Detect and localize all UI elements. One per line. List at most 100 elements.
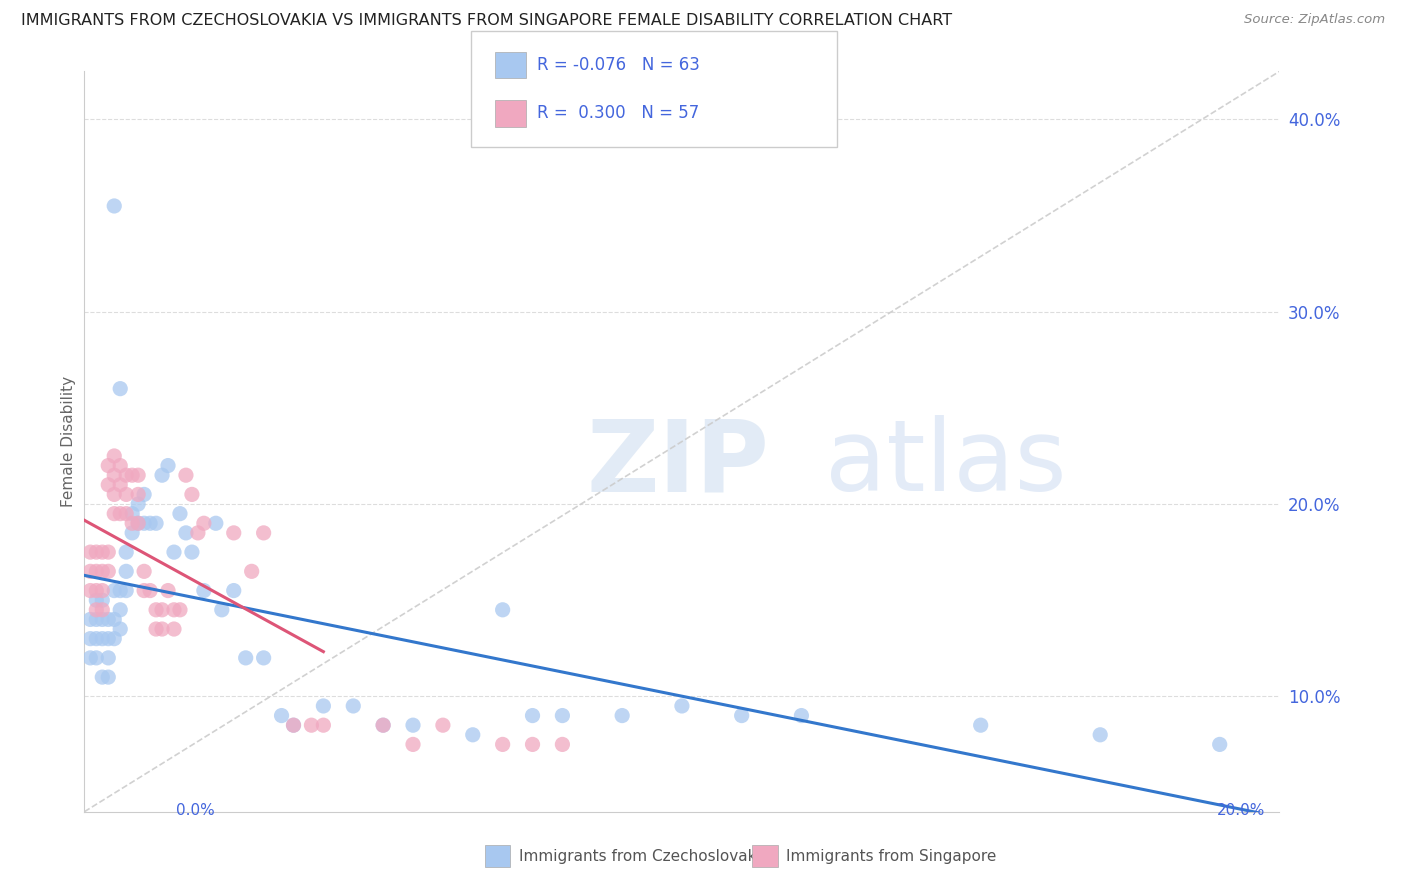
Point [145, 603, 167, 617]
Point [163, 545, 186, 559]
Point [97, 670, 120, 684]
Point [127, 516, 149, 531]
Text: R =  0.300   N = 57: R = 0.300 N = 57 [537, 104, 699, 122]
Point [115, 583, 138, 598]
Point [103, 199, 125, 213]
Point [91, 545, 114, 559]
Point [193, 583, 215, 598]
Point [110, 603, 132, 617]
Point [342, 698, 364, 713]
Point [110, 478, 132, 492]
Point [110, 458, 132, 473]
Point [253, 651, 276, 665]
Text: 20.0%: 20.0% [1218, 803, 1265, 818]
Point [115, 487, 138, 501]
Text: IMMIGRANTS FROM CZECHOSLOVAKIA VS IMMIGRANTS FROM SINGAPORE FEMALE DISABILITY CO: IMMIGRANTS FROM CZECHOSLOVAKIA VS IMMIGR… [21, 13, 952, 29]
Point [97, 545, 120, 559]
Point [373, 718, 395, 732]
Point [97, 632, 120, 646]
Point [127, 487, 149, 501]
Point [174, 468, 197, 483]
Point [91, 612, 114, 626]
Point [115, 507, 138, 521]
Point [193, 516, 215, 531]
Point [86, 632, 108, 646]
Point [79, 583, 101, 598]
Point [97, 612, 120, 626]
Point [132, 583, 156, 598]
Point [432, 718, 454, 732]
Point [163, 603, 186, 617]
Point [150, 468, 173, 483]
Point [103, 583, 125, 598]
Point [551, 708, 574, 723]
Point [91, 603, 114, 617]
Point [110, 382, 132, 396]
Point [150, 603, 173, 617]
Point [86, 603, 108, 617]
Point [169, 507, 191, 521]
Point [97, 565, 120, 579]
Point [492, 603, 515, 617]
Point [551, 738, 574, 752]
Point [91, 593, 114, 607]
Point [270, 708, 292, 723]
Point [79, 632, 101, 646]
Point [103, 612, 125, 626]
Point [522, 708, 544, 723]
Point [312, 698, 335, 713]
Point [79, 651, 101, 665]
Point [402, 738, 425, 752]
Point [139, 516, 162, 531]
Point [145, 516, 167, 531]
Point [181, 545, 204, 559]
Text: R = -0.076   N = 63: R = -0.076 N = 63 [537, 56, 700, 74]
Point [157, 458, 180, 473]
Point [222, 525, 245, 540]
Point [132, 487, 156, 501]
Point [121, 525, 143, 540]
Text: Immigrants from Singapore: Immigrants from Singapore [786, 849, 997, 863]
Point [157, 583, 180, 598]
Point [373, 718, 395, 732]
Point [86, 593, 108, 607]
Point [731, 708, 754, 723]
Point [110, 583, 132, 598]
Point [86, 565, 108, 579]
Point [283, 718, 305, 732]
Point [253, 525, 276, 540]
Text: Immigrants from Czechoslovakia: Immigrants from Czechoslovakia [519, 849, 770, 863]
Point [1090, 728, 1112, 742]
Point [127, 497, 149, 511]
Point [312, 718, 335, 732]
Point [671, 698, 693, 713]
Point [187, 525, 209, 540]
Point [103, 487, 125, 501]
Point [115, 565, 138, 579]
Point [1209, 738, 1232, 752]
Point [222, 583, 245, 598]
Point [97, 651, 120, 665]
Point [121, 468, 143, 483]
Point [132, 516, 156, 531]
Point [86, 583, 108, 598]
Text: Source: ZipAtlas.com: Source: ZipAtlas.com [1244, 13, 1385, 27]
Point [91, 565, 114, 579]
Point [522, 738, 544, 752]
Point [79, 612, 101, 626]
Point [110, 622, 132, 636]
Text: ZIP: ZIP [586, 416, 769, 512]
Point [103, 507, 125, 521]
Point [97, 478, 120, 492]
Point [181, 487, 204, 501]
Point [127, 516, 149, 531]
Point [91, 670, 114, 684]
Point [235, 651, 257, 665]
Point [283, 718, 305, 732]
Point [103, 449, 125, 463]
Point [91, 583, 114, 598]
Point [97, 458, 120, 473]
Point [115, 468, 138, 483]
Point [790, 708, 813, 723]
Point [240, 565, 263, 579]
